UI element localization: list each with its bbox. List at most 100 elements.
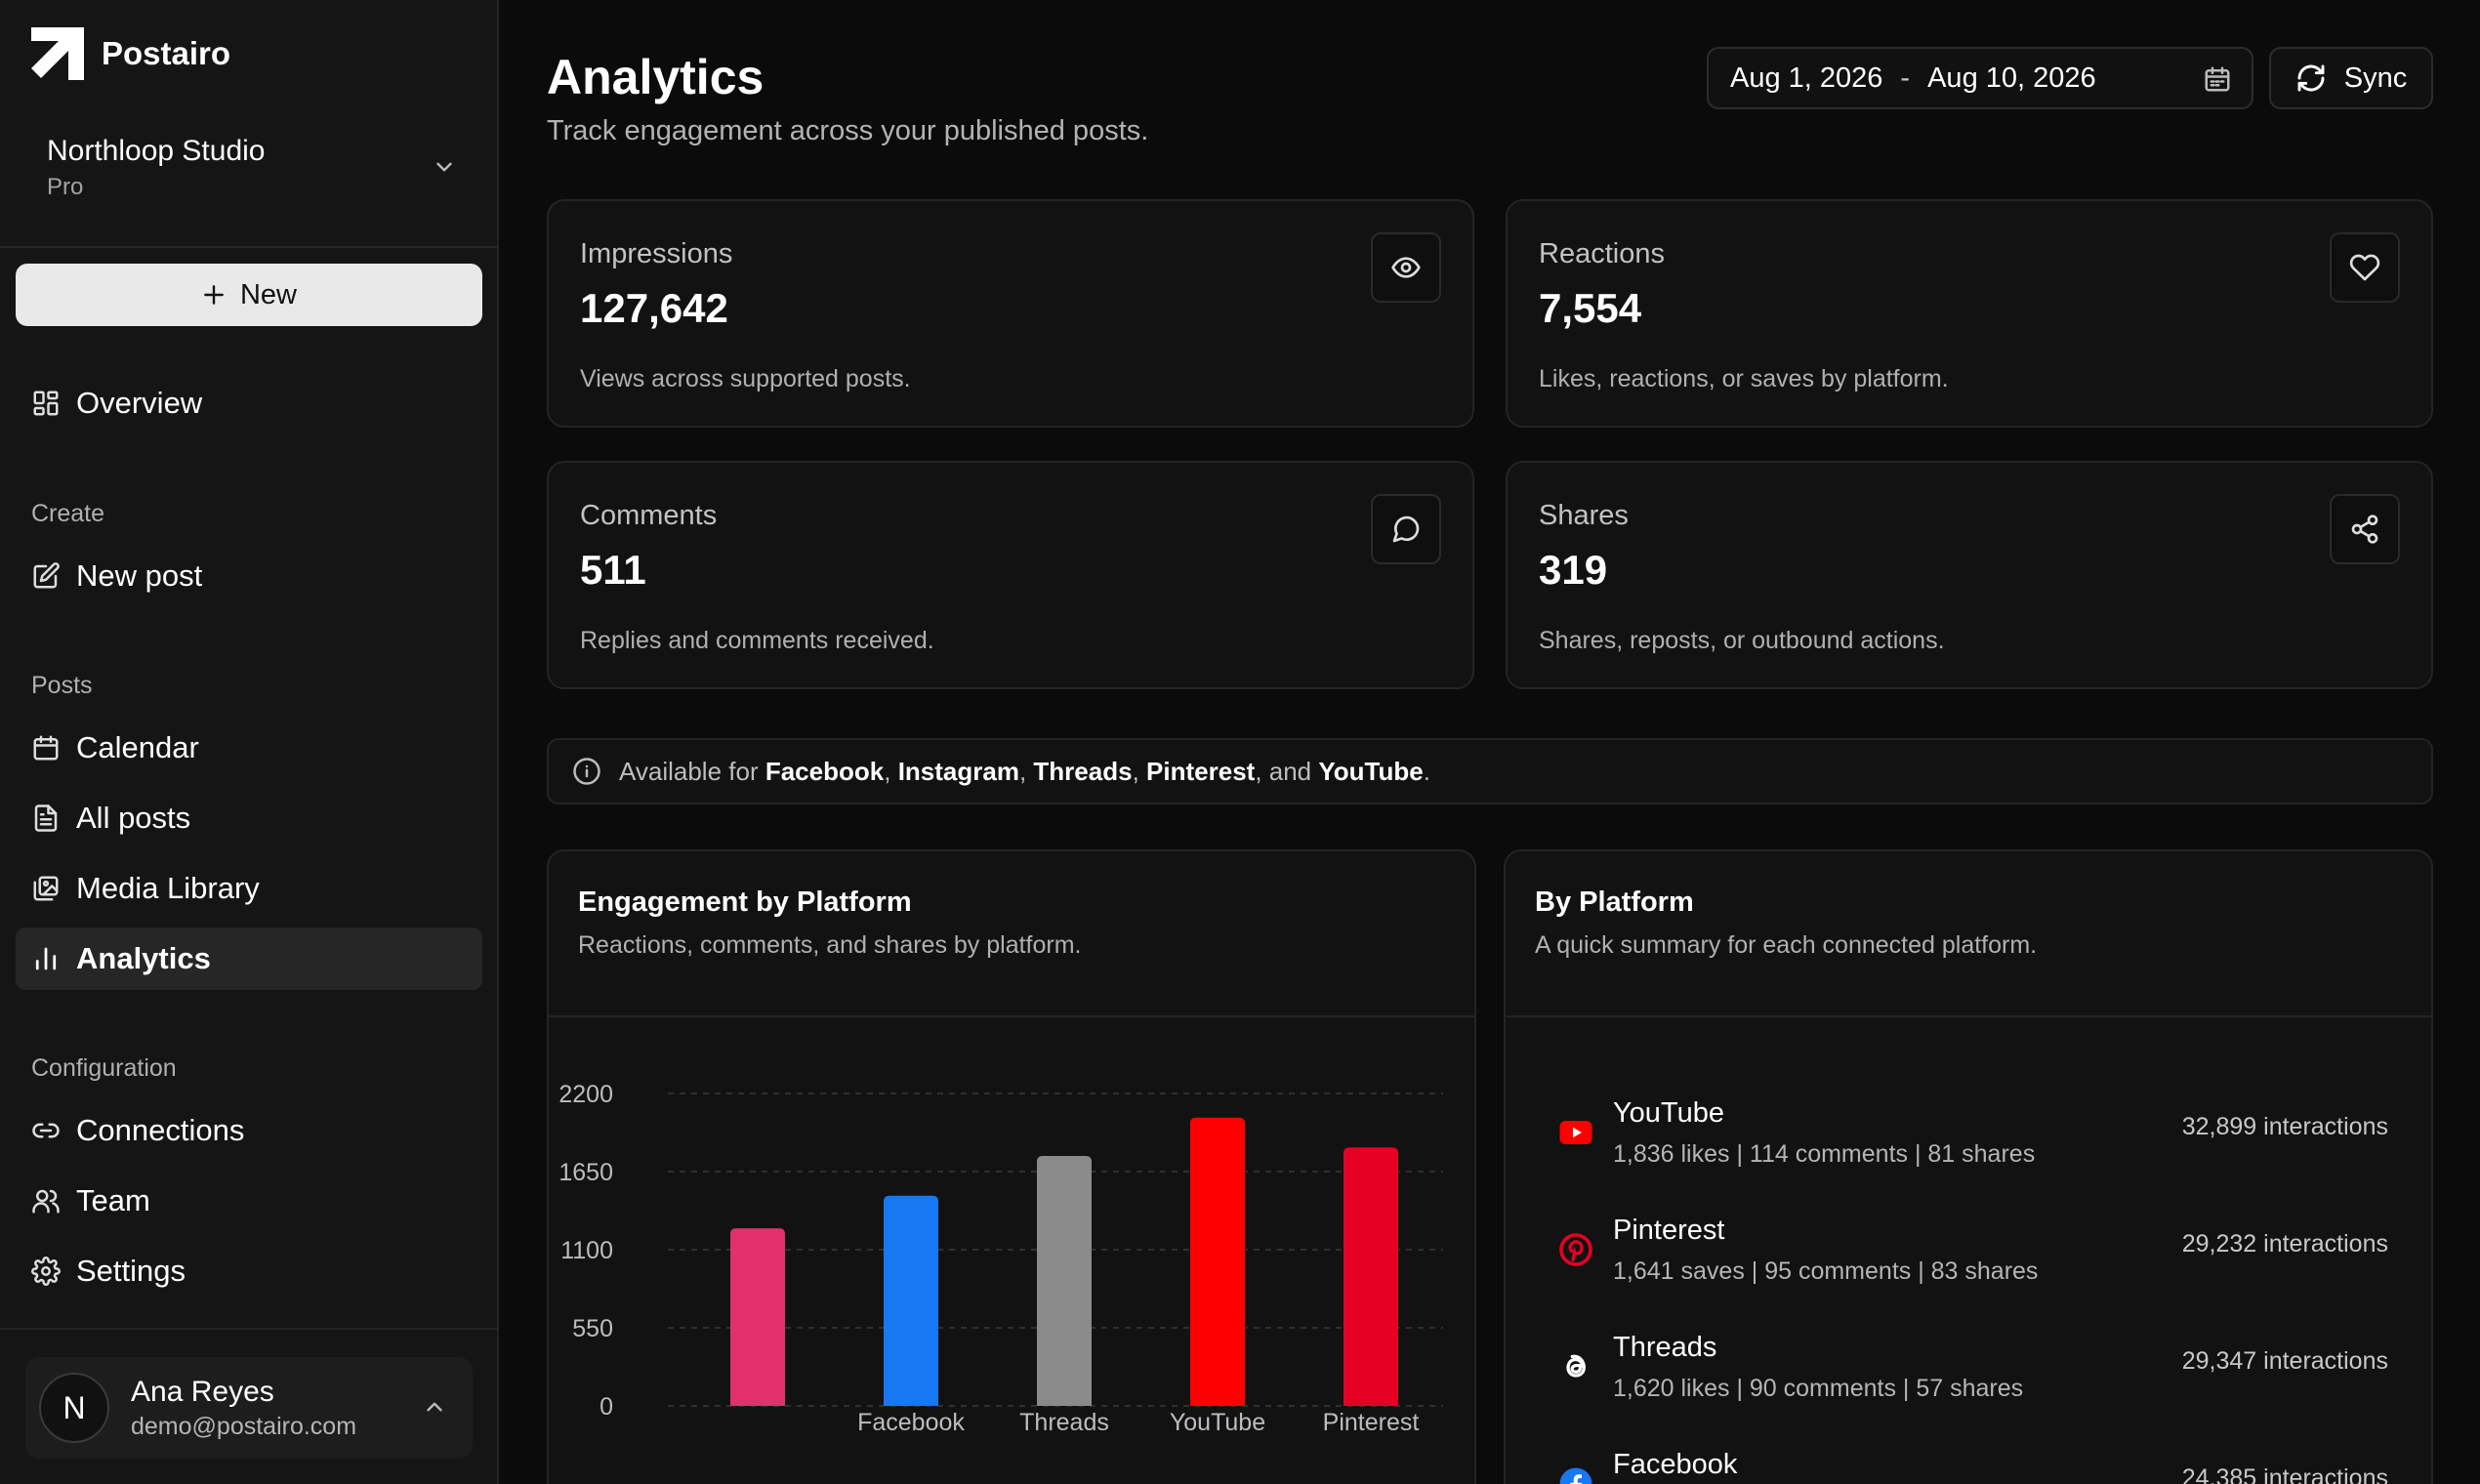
card-title: Engagement by Platform <box>578 886 912 918</box>
sidebar: Postairo Northloop Studio Pro New Overvi… <box>0 0 499 1484</box>
x-tick-label: Facebook <box>857 1409 965 1436</box>
user-menu[interactable]: N Ana Reyes demo@postairo.com <box>25 1357 473 1459</box>
platform-row-facebook[interactable]: Facebook 24,385 interactions <box>1558 1447 2388 1484</box>
card-subtitle: A quick summary for each connected platf… <box>1535 931 2038 959</box>
new-button[interactable]: New <box>16 264 482 326</box>
workspace-switcher[interactable]: Northloop Studio Pro <box>47 135 457 203</box>
y-tick-label: 550 <box>572 1315 613 1342</box>
divider <box>0 1328 497 1330</box>
platform-row-pinterest[interactable]: Pinterest 1,641 saves | 95 comments | 83… <box>1558 1213 2388 1310</box>
chevron-down-icon <box>436 162 452 172</box>
avatar: N <box>39 1373 109 1443</box>
date-end: Aug 10, 2026 <box>1927 62 2096 94</box>
section-posts: Posts <box>31 672 93 699</box>
sidebar-item-new-post[interactable]: New post <box>16 545 482 607</box>
bar-pinterest[interactable] <box>1343 1147 1398 1406</box>
platform-breakdown: 1,836 likes | 114 comments | 81 shares <box>1613 1140 2036 1168</box>
date-range-picker[interactable]: Aug 1, 2026 - Aug 10, 2026 <box>1707 47 2253 109</box>
date-separator: - <box>1900 62 1911 94</box>
workspace-name: Northloop Studio <box>47 135 266 167</box>
stat-value: 7,554 <box>1539 285 1642 331</box>
sidebar-item-label: Analytics <box>76 941 211 975</box>
threads-icon <box>1566 1354 1586 1378</box>
brand-name: Postairo <box>102 35 231 71</box>
platform-name: YouTube <box>1613 1097 1724 1129</box>
sidebar-item-all-posts[interactable]: All posts <box>16 787 482 849</box>
sidebar-item-settings[interactable]: Settings <box>16 1240 482 1302</box>
workspace-plan: Pro <box>47 174 84 200</box>
card-subtitle: Reactions, comments, and shares by platf… <box>578 931 1082 959</box>
stat-label: Shares <box>1539 500 1629 531</box>
sync-label: Sync <box>2343 62 2408 94</box>
platform-name: Threads <box>1613 1332 1717 1363</box>
y-tick-label: 1100 <box>560 1237 613 1264</box>
x-tick-label: Pinterest <box>1323 1409 1420 1436</box>
calendar-icon <box>33 735 59 761</box>
brand[interactable]: Postairo <box>29 25 230 82</box>
stat-card-reactions: Reactions 7,554 Likes, reactions, or sav… <box>1506 199 2433 428</box>
bar-first[interactable] <box>730 1228 785 1406</box>
stat-value: 127,642 <box>580 285 728 331</box>
edit-icon <box>33 562 60 589</box>
sidebar-item-analytics[interactable]: Analytics <box>16 928 482 990</box>
new-button-label: New <box>239 278 297 310</box>
platform-interactions: 32,899 interactions <box>2181 1113 2388 1140</box>
sidebar-item-team[interactable]: Team <box>16 1170 482 1232</box>
sidebar-item-calendar[interactable]: Calendar <box>16 717 482 779</box>
sidebar-item-label: Media Library <box>76 871 260 905</box>
section-configuration: Configuration <box>31 1054 177 1082</box>
plus-icon <box>204 285 224 305</box>
info-icon <box>573 758 600 785</box>
x-tick-label: YouTube <box>1170 1409 1265 1436</box>
section-create: Create <box>31 500 105 527</box>
platform-breakdown: 1,620 likes | 90 comments | 57 shares <box>1613 1375 2024 1402</box>
stat-description: Shares, reposts, or outbound actions. <box>1539 627 1945 654</box>
sidebar-item-overview[interactable]: Overview <box>16 372 482 434</box>
date-start: Aug 1, 2026 <box>1730 62 1883 94</box>
gear-icon <box>31 1257 61 1286</box>
sidebar-item-label: Overview <box>76 386 203 420</box>
sidebar-item-connections[interactable]: Connections <box>16 1099 482 1162</box>
divider <box>1506 1015 2431 1017</box>
card-title: By Platform <box>1535 886 1694 918</box>
stat-label: Comments <box>580 500 718 531</box>
platform-name: Facebook <box>1613 1449 1738 1480</box>
x-tick-label: Threads <box>1019 1409 1109 1436</box>
bar-threads[interactable] <box>1037 1156 1092 1406</box>
sidebar-item-label: All posts <box>76 801 191 835</box>
divider <box>0 246 497 248</box>
platform-row-youtube[interactable]: YouTube 1,836 likes | 114 comments | 81 … <box>1558 1095 2388 1193</box>
stat-value: 511 <box>580 547 646 593</box>
stat-card-impressions: Impressions 127,642 Views across support… <box>547 199 1474 428</box>
platform-availability-notice: Available for Facebook, Instagram, Threa… <box>547 738 2433 804</box>
document-icon <box>34 804 58 832</box>
stat-card-comments: Comments 511 Replies and comments receiv… <box>547 461 1474 689</box>
share-icon <box>2330 494 2400 564</box>
divider <box>549 1015 1474 1017</box>
sidebar-item-label: New post <box>76 558 203 593</box>
main-content: Analytics Track engagement across your p… <box>500 0 2480 1484</box>
bar-facebook[interactable] <box>884 1195 938 1406</box>
platform-breakdown: 1,641 saves | 95 comments | 83 shares <box>1613 1257 2039 1285</box>
bar-chart-icon <box>35 947 57 970</box>
y-tick-label: 0 <box>599 1393 613 1421</box>
sidebar-item-label: Calendar <box>76 730 199 764</box>
link-icon <box>32 1123 60 1138</box>
youtube-icon <box>1559 1121 1592 1144</box>
bar-youtube[interactable] <box>1190 1117 1245 1406</box>
by-platform-card: By Platform A quick summary for each con… <box>1504 849 2433 1484</box>
y-tick-label: 1650 <box>558 1159 613 1186</box>
sidebar-item-label: Connections <box>76 1113 245 1147</box>
sync-button[interactable]: Sync <box>2269 47 2433 109</box>
sidebar-item-media-library[interactable]: Media Library <box>16 857 482 920</box>
stat-value: 319 <box>1539 547 1608 593</box>
stat-label: Impressions <box>580 238 733 269</box>
stat-description: Views across supported posts. <box>580 365 911 392</box>
page-subtitle: Track engagement across your published p… <box>547 115 1149 146</box>
sidebar-item-label: Team <box>76 1183 150 1217</box>
postairo-logo-icon <box>31 27 84 80</box>
stat-description: Replies and comments received. <box>580 627 934 654</box>
platform-interactions: 24,385 interactions <box>2181 1464 2388 1484</box>
engagement-by-platform-card: Engagement by Platform Reactions, commen… <box>547 849 1476 1484</box>
platform-row-threads[interactable]: Threads 1,620 likes | 90 comments | 57 s… <box>1558 1330 2388 1427</box>
